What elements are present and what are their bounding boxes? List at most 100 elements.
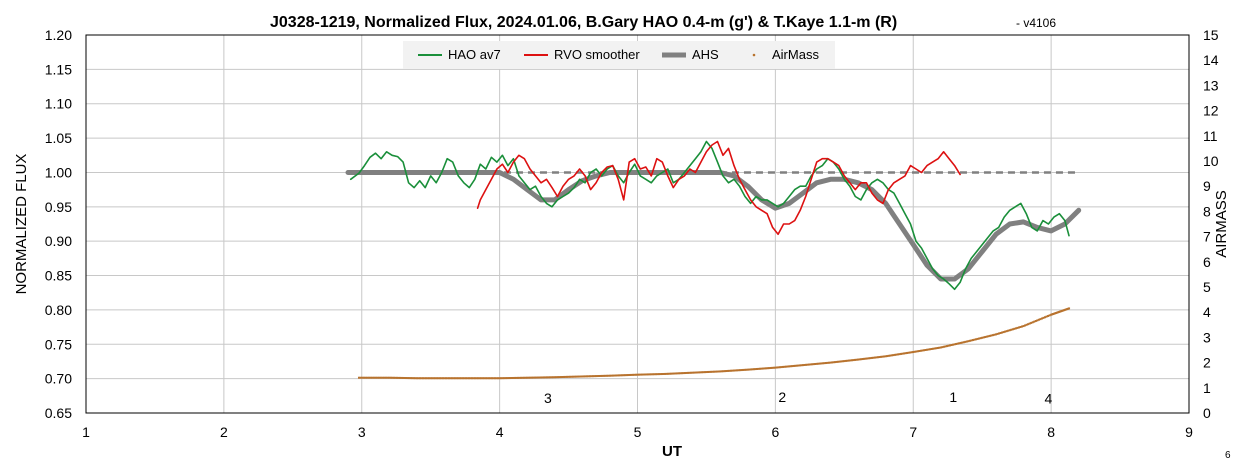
airmass-point — [962, 341, 965, 344]
airmass-point — [991, 334, 994, 337]
airmass-point — [630, 373, 633, 376]
airmass-point — [556, 376, 559, 379]
airmass-point — [567, 375, 570, 378]
y2-tick-label: 9 — [1203, 178, 1211, 194]
y2-tick-label: 3 — [1203, 329, 1211, 345]
airmass-point — [1068, 307, 1071, 310]
series-rvo-smoother-line — [476, 140, 961, 236]
airmass-point — [547, 376, 550, 379]
airmass-point — [927, 348, 930, 351]
airmass-point — [601, 374, 604, 377]
airmass-point — [998, 332, 1001, 335]
airmass-point — [926, 348, 929, 351]
y-tick-label: 0.70 — [45, 371, 72, 387]
airmass-point — [939, 346, 942, 349]
airmass-point — [650, 373, 653, 376]
airmass-point — [1022, 325, 1025, 328]
annotation-label: 2 — [778, 389, 786, 405]
airmass-point — [389, 376, 392, 379]
airmass-point — [677, 372, 680, 375]
airmass-point — [607, 374, 610, 377]
airmass-point — [844, 359, 847, 362]
airmass-point — [458, 377, 461, 380]
airmass-point — [703, 371, 706, 374]
airmass-point — [999, 331, 1002, 334]
airmass-point — [368, 376, 371, 379]
airmass-point — [785, 365, 788, 368]
airmass-point — [795, 364, 798, 367]
airmass-point — [578, 375, 581, 378]
airmass-point — [562, 375, 565, 378]
airmass-point — [411, 377, 414, 380]
airmass-point — [834, 361, 837, 364]
airmass-point — [680, 372, 683, 375]
airmass-point — [883, 355, 886, 358]
airmass-point — [993, 333, 996, 336]
airmass-point — [414, 377, 417, 380]
airmass-point — [710, 370, 713, 373]
airmass-point — [899, 352, 902, 355]
annotations: 3 2 1 4 — [544, 389, 1052, 406]
airmass-point — [1047, 314, 1050, 317]
airmass-point — [412, 377, 415, 380]
airmass-point — [402, 376, 405, 379]
airmass-point — [979, 337, 982, 340]
airmass-point — [604, 374, 607, 377]
airmass-point — [492, 377, 495, 380]
airmass-point — [981, 336, 984, 339]
airmass-point — [555, 376, 558, 379]
y-tick-label: 1.15 — [45, 61, 72, 77]
airmass-point — [860, 358, 863, 361]
airmass-point — [579, 375, 582, 378]
airmass-point — [1007, 329, 1010, 332]
airmass-point — [752, 368, 755, 371]
airmass-point — [1010, 328, 1013, 331]
airmass-point — [665, 372, 668, 375]
airmass-point — [423, 377, 426, 380]
airmass-point — [726, 369, 729, 372]
airmass-point — [705, 371, 708, 374]
airmass-point — [379, 376, 382, 379]
airmass-point — [633, 373, 636, 376]
airmass-point — [673, 372, 676, 375]
airmass-point — [1024, 324, 1027, 327]
airmass-point — [400, 376, 403, 379]
airmass-point — [472, 377, 475, 380]
x-tick-label: 6 — [771, 424, 779, 440]
airmass-point — [699, 371, 702, 374]
airmass-point — [366, 376, 369, 379]
airmass-point — [808, 363, 811, 366]
airmass-point — [702, 371, 705, 374]
legend: HAO av7 RVO smoother AHS AirMass — [403, 41, 835, 69]
airmass-point — [1048, 314, 1051, 317]
airmass-point — [952, 343, 955, 346]
airmass-point — [536, 376, 539, 379]
airmass-point — [682, 372, 685, 375]
airmass-point — [743, 368, 746, 371]
airmass-point — [515, 376, 518, 379]
airmass-point — [1040, 317, 1043, 320]
airmass-point — [544, 376, 547, 379]
y2-tick-label: 0 — [1203, 405, 1211, 421]
airmass-point — [1011, 328, 1014, 331]
airmass-point — [489, 377, 492, 380]
airmass-point — [789, 365, 792, 368]
airmass-point — [668, 372, 671, 375]
airmass-point — [867, 357, 870, 360]
airmass-point — [688, 371, 691, 374]
airmass-point — [961, 341, 964, 344]
airmass-point — [1014, 327, 1017, 330]
airmass-point — [636, 373, 639, 376]
airmass-point — [543, 376, 546, 379]
airmass-point — [694, 371, 697, 374]
airmass-point — [645, 373, 648, 376]
y-tick-label: 1.10 — [45, 96, 72, 112]
airmass-point — [852, 359, 855, 362]
airmass-point — [455, 377, 458, 380]
y2-tick-label: 14 — [1203, 52, 1219, 68]
airmass-point — [676, 372, 679, 375]
airmass-point — [806, 363, 809, 366]
airmass-point — [895, 353, 898, 356]
airmass-point — [1042, 316, 1045, 319]
airmass-point — [783, 365, 786, 368]
